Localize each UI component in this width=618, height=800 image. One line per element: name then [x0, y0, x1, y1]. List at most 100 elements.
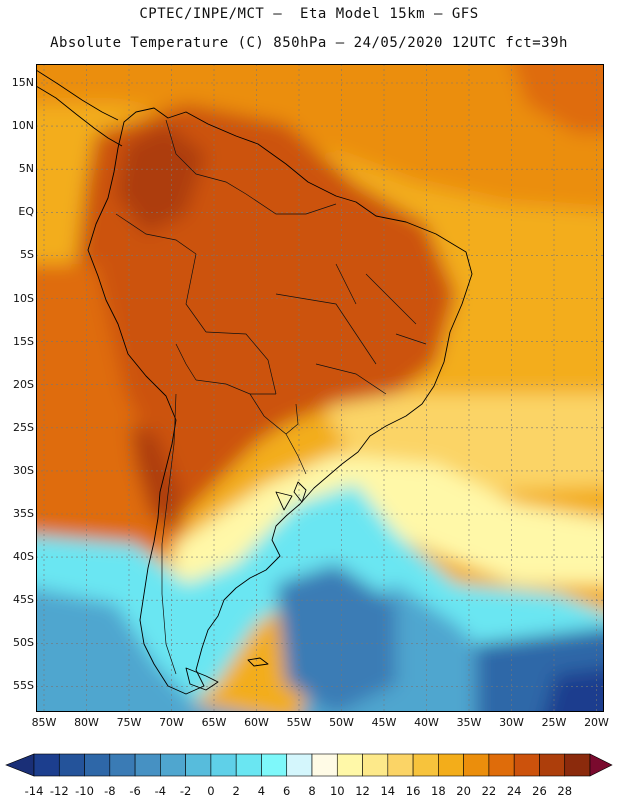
lon-label: 85W [31, 716, 57, 729]
lon-label: 80W [74, 716, 99, 729]
border-colombia-peru [115, 213, 197, 255]
colorbar-under-arrow [5, 753, 35, 777]
colorbar-swatch [412, 753, 439, 777]
lat-label: 15N [11, 76, 34, 89]
colorbar-tick-label: -2 [179, 784, 192, 798]
lon-label: 30W [499, 716, 524, 729]
colorbar-swatch [488, 753, 515, 777]
lat-label: 20S [13, 377, 34, 391]
lat-label: 30S [13, 463, 34, 477]
lat-label: 45S [13, 593, 34, 607]
colorbar-tick-label: -6 [129, 784, 141, 798]
chart-subtitle: Absolute Temperature (C) 850hPa – 24/05/… [50, 35, 568, 51]
colorbar-tick-label: -10 [75, 784, 94, 798]
map-canvas [36, 64, 604, 712]
south-america-coastline [87, 107, 473, 695]
lon-label: 75W [116, 716, 142, 729]
colorbar-swatch [463, 753, 490, 777]
colorbar-tick-label: 4 [257, 784, 266, 798]
colorbar-tick-label: 6 [283, 784, 291, 798]
colorbar-tick-label: -4 [154, 784, 167, 798]
colorbar-tick-label: 10 [329, 784, 345, 798]
colorbar-tick-label: 20 [456, 784, 471, 798]
colorbar-swatch [438, 753, 464, 777]
colorbar-swatch [185, 753, 212, 777]
colorbar-tick-label: 24 [506, 784, 522, 798]
chart-title: CPTEC/INPE/MCT – Eta Model 15km – GFS [139, 6, 479, 22]
field-north-warm [36, 64, 604, 212]
field-chile-hot [131, 424, 181, 534]
central-america-coastline-north [36, 69, 119, 121]
field-cold-south [36, 584, 604, 712]
colorbar-swatch [539, 753, 566, 777]
colorbar-tick-label: 12 [355, 784, 370, 798]
temperature-map [36, 64, 604, 712]
colorbar-swatch [362, 753, 389, 777]
lon-label: 35W [456, 716, 482, 729]
field-ne-hot [512, 64, 604, 134]
colorbar-tick-label: -14 [24, 784, 44, 798]
lon-label: 25W [541, 716, 567, 729]
lon-label: 40W [414, 716, 439, 729]
falklands [247, 657, 269, 667]
border-brazil-states [275, 263, 427, 395]
lat-label: 35S [13, 507, 34, 520]
colorbar-swatch [160, 753, 186, 777]
lat-label: 40S [13, 550, 34, 564]
lat-label: 55S [13, 679, 34, 693]
rio-de-la-plata [275, 491, 293, 511]
border-brazil-bolivia [205, 331, 277, 395]
lat-label: 5N [18, 162, 34, 176]
lat-label: 25S [13, 420, 34, 434]
lon-label: 60W [244, 716, 269, 729]
coastlines [36, 69, 473, 695]
colorbar-tick-label: -8 [104, 784, 116, 798]
field-cold-core [276, 564, 396, 712]
border-brazil-peru [185, 253, 207, 333]
colorbar-swatch [261, 753, 288, 777]
field-coldest-corner [545, 668, 604, 712]
colorbar-swatch [109, 753, 136, 777]
colorbar-swatch [33, 753, 60, 777]
colorbar-tick-label: -12 [49, 784, 69, 798]
colorbar-tick-label: 26 [532, 784, 547, 798]
lat-label: 15S [13, 334, 34, 348]
map-frame [36, 64, 604, 712]
colorbar-tick-label: 0 [207, 784, 215, 798]
lon-label: 55W [286, 716, 312, 729]
lon-label: 45W [371, 716, 397, 729]
lat-label: 5S [20, 248, 34, 262]
colorbar-tick-label: 14 [380, 784, 396, 798]
colorbar-swatch [513, 753, 540, 777]
lon-label: 50W [329, 716, 354, 729]
central-america-coastline [36, 85, 123, 147]
lon-label: 70W [159, 716, 184, 729]
lat-label: 10N [11, 119, 34, 133]
border-peru-bolivia [175, 343, 197, 381]
temperature-field [36, 64, 604, 712]
border-brazil-argentina [285, 433, 307, 475]
border-colombia-venezuela [165, 119, 247, 195]
lon-label: 65W [201, 716, 227, 729]
colorbar-tick-label: 28 [557, 784, 573, 798]
country-borders [115, 119, 427, 675]
colorbar-tick-label: 8 [308, 784, 316, 798]
colorbar-swatch [84, 753, 111, 777]
lat-label: EQ [18, 205, 34, 219]
colorbar-swatch [134, 753, 161, 777]
tierra-del-fuego [185, 667, 219, 691]
colorbar-swatch [286, 753, 313, 777]
border-bolivia-argentina [195, 379, 276, 395]
colorbar-swatch [210, 753, 237, 777]
field-andes-hot [116, 124, 206, 234]
graticule [36, 64, 604, 712]
colorbar-over-arrow [589, 753, 613, 777]
colorbar [5, 753, 613, 777]
colorbar-swatch [235, 753, 262, 777]
lat-label: 50S [13, 636, 34, 650]
colorbar-swatch [336, 753, 363, 777]
colorbar-tick-label: 18 [431, 784, 446, 798]
colorbar-tick-label: 2 [232, 784, 240, 798]
field-cool-front [166, 454, 604, 664]
border-venezuela-brazil [245, 193, 337, 215]
